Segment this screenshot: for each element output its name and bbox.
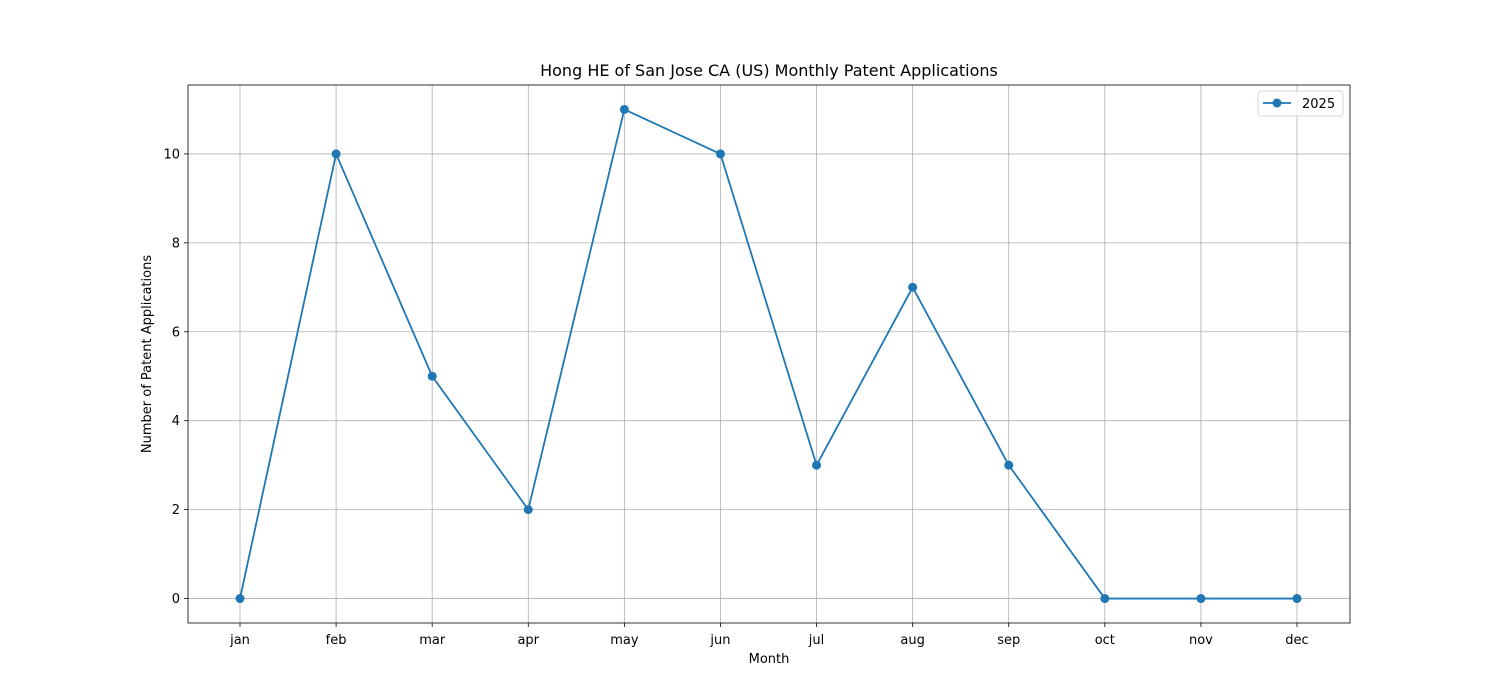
- x-tick-label-sep: sep: [997, 633, 1020, 648]
- x-tick-label-mar: mar: [419, 633, 446, 648]
- data-point-nov: [1196, 594, 1205, 603]
- x-tick-label-apr: apr: [517, 633, 539, 648]
- x-axis-ticks: jan feb mar apr may jun jul aug sep oct nov dec: [229, 623, 1309, 648]
- data-point-sep: [1004, 461, 1013, 470]
- x-tick-label-dec: dec: [1285, 633, 1308, 648]
- y-tick-label-2: 2: [172, 503, 180, 518]
- data-point-dec: [1293, 594, 1302, 603]
- legend: 2025: [1258, 91, 1343, 116]
- data-point-oct: [1100, 594, 1109, 603]
- x-tick-label-may: may: [610, 633, 639, 648]
- data-point-jul: [812, 461, 821, 470]
- x-tick-label-feb: feb: [326, 633, 347, 648]
- data-point-apr: [524, 505, 533, 514]
- y-tick-label-4: 4: [172, 414, 180, 429]
- legend-label-2025: 2025: [1302, 97, 1335, 112]
- legend-marker-icon: [1273, 99, 1282, 108]
- y-axis-label: Number of Patent Applications: [140, 255, 155, 453]
- y-axis-ticks: 0 2 4 6 8 10: [163, 147, 188, 607]
- x-tick-label-nov: nov: [1189, 633, 1213, 648]
- y-tick-label-6: 6: [172, 325, 180, 340]
- x-tick-label-jan: jan: [229, 633, 250, 648]
- x-tick-label-oct: oct: [1095, 633, 1115, 648]
- x-tick-label-jul: jul: [808, 633, 824, 648]
- data-point-jun: [716, 149, 725, 158]
- y-tick-label-10: 10: [163, 147, 180, 162]
- data-point-may: [620, 105, 629, 114]
- data-point-aug: [908, 283, 917, 292]
- x-tick-label-aug: aug: [900, 633, 924, 648]
- x-axis-label: Month: [749, 652, 790, 667]
- data-point-feb: [332, 149, 341, 158]
- data-point-mar: [428, 372, 437, 381]
- y-tick-label-0: 0: [172, 592, 180, 607]
- y-tick-label-8: 8: [172, 236, 180, 251]
- plot-area: [188, 85, 1350, 623]
- chart-title: Hong HE of San Jose CA (US) Monthly Pate…: [540, 61, 998, 80]
- x-tick-label-jun: jun: [709, 633, 730, 648]
- data-point-jan: [236, 594, 245, 603]
